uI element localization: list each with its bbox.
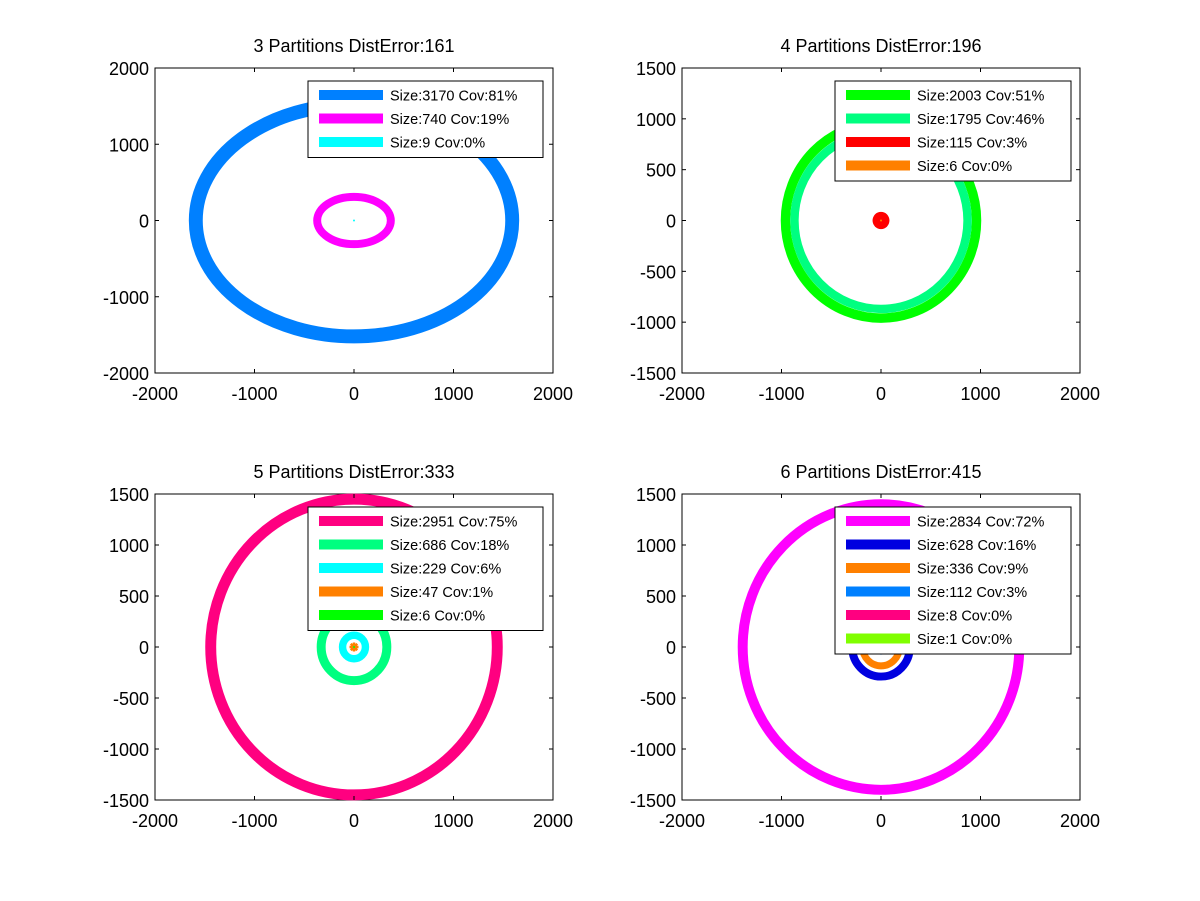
x-tick-label: 0	[876, 384, 886, 404]
series-3-ring	[338, 631, 370, 663]
legend-label: Size:115 Cov:3%	[917, 136, 1027, 152]
x-tick-label: -2000	[132, 811, 178, 831]
y-tick-label: 0	[666, 638, 676, 658]
y-tick-label: -500	[113, 689, 149, 709]
chart-title: 3 Partitions DistError:161	[253, 36, 454, 56]
legend-label: Size:9 Cov:0%	[390, 136, 485, 152]
legend-label: Size:47 Cov:1%	[390, 585, 493, 601]
x-tick-label: 2000	[1060, 384, 1100, 404]
x-tick-label: 0	[349, 384, 359, 404]
x-tick-label: 2000	[533, 384, 573, 404]
x-tick-label: 2000	[533, 811, 573, 831]
legend-label: Size:2951 Cov:75%	[390, 515, 517, 531]
legend-label: Size:628 Cov:16%	[917, 538, 1036, 554]
series-4-star	[349, 642, 359, 652]
legend-label: Size:2834 Cov:72%	[917, 515, 1044, 531]
y-tick-label: -1000	[103, 288, 149, 308]
legend-label: Size:6 Cov:0%	[917, 159, 1012, 175]
y-tick-label: 1500	[109, 485, 149, 505]
legend-box	[834, 506, 1072, 655]
x-tick-label: -1000	[758, 811, 804, 831]
legend: Size:2834 Cov:72% Size:628 Cov:16% Size:33…	[834, 506, 1072, 655]
y-tick-label: 1500	[636, 59, 676, 79]
legend-label: Size:8 Cov:0%	[917, 609, 1012, 625]
legend: Size:2003 Cov:51% Size:1795 Cov:46% Size:1…	[834, 80, 1072, 182]
y-tick-label: -1500	[630, 791, 676, 811]
x-tick-label: -1000	[231, 384, 277, 404]
subplot-2: 4 Partitions DistError:196 -2000 -1000 0 100…	[630, 36, 1100, 404]
legend-label: Size:6 Cov:0%	[390, 609, 485, 625]
y-tick-label: -1000	[630, 740, 676, 760]
legend-label: Size:686 Cov:18%	[390, 538, 509, 554]
subplot-3: 5 Partitions DistError:333 -2000 -1000 0 100…	[103, 462, 573, 831]
x-tick-label: 1000	[960, 384, 1000, 404]
y-tick-label: 500	[646, 161, 676, 181]
legend-label: Size:1795 Cov:46%	[917, 112, 1044, 128]
y-tick-label: 500	[119, 587, 149, 607]
y-tick-label: 1000	[636, 110, 676, 130]
x-tick-label: -2000	[659, 384, 705, 404]
y-tick-label: 0	[139, 212, 149, 232]
y-tick-label: 0	[666, 212, 676, 232]
x-tick-label: 1000	[433, 384, 473, 404]
chart-title: 6 Partitions DistError:415	[780, 462, 981, 482]
series-2-ring	[313, 192, 395, 249]
y-tick-label: 0	[139, 638, 149, 658]
y-tick-label: 1500	[636, 485, 676, 505]
subplot-4: 6 Partitions DistError:415 -2000 -1000 0 100…	[630, 462, 1100, 831]
y-tick-label: -1000	[103, 740, 149, 760]
y-tick-label: -500	[640, 262, 676, 282]
y-tick-label: 1000	[109, 536, 149, 556]
y-tick-label: -1500	[630, 364, 676, 384]
series-5-point	[353, 646, 355, 648]
y-tick-label: -1000	[630, 313, 676, 333]
y-tick-label: 2000	[109, 59, 149, 79]
legend-label: Size:3170 Cov:81%	[390, 89, 517, 105]
series-1-ring	[205, 493, 503, 801]
y-tick-label: 1000	[636, 536, 676, 556]
x-tick-label: 2000	[1060, 811, 1100, 831]
legend: Size:3170 Cov:81% Size:740 Cov:19% Size:9 …	[307, 80, 544, 158]
x-tick-label: 0	[349, 811, 359, 831]
series-3-point	[353, 219, 355, 222]
chart-title: 4 Partitions DistError:196	[780, 36, 981, 56]
x-tick-label: 1000	[960, 811, 1000, 831]
legend-label: Size:2003 Cov:51%	[917, 89, 1044, 105]
y-tick-label: 500	[646, 587, 676, 607]
x-tick-label: -1000	[231, 811, 277, 831]
x-tick-label: -2000	[132, 384, 178, 404]
y-tick-label: -500	[640, 689, 676, 709]
x-tick-label: 0	[876, 811, 886, 831]
legend-label: Size:336 Cov:9%	[917, 562, 1028, 578]
subplot-1: 3 Partitions DistError:161 -2000 -1000 0 100…	[103, 36, 573, 404]
legend-label: Size:229 Cov:6%	[390, 562, 501, 578]
x-tick-label: -1000	[758, 384, 804, 404]
y-tick-label: 1000	[109, 135, 149, 155]
y-tick-label: -1500	[103, 791, 149, 811]
legend-label: Size:112 Cov:3%	[917, 585, 1027, 601]
legend-label: Size:740 Cov:19%	[390, 112, 509, 128]
x-tick-label: -2000	[659, 811, 705, 831]
chart-title: 5 Partitions DistError:333	[253, 462, 454, 482]
y-tick-label: -2000	[103, 364, 149, 384]
legend-label: Size:1 Cov:0%	[917, 632, 1012, 648]
series-4-point	[880, 219, 882, 222]
x-tick-label: 1000	[433, 811, 473, 831]
legend: Size:2951 Cov:75% Size:686 Cov:18% Size:22…	[307, 506, 544, 631]
